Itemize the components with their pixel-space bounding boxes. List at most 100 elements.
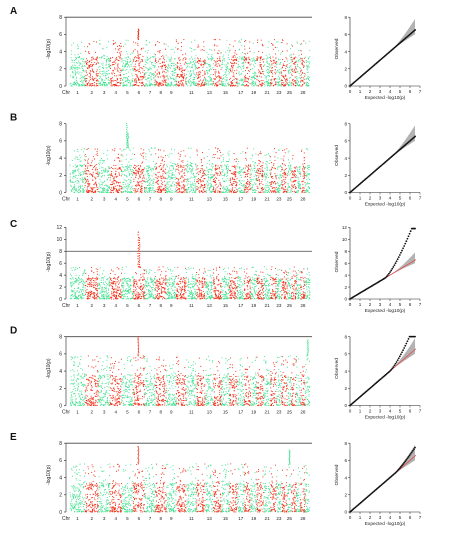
- snp-point: [262, 184, 264, 186]
- snp-point: [92, 171, 94, 173]
- snp-point: [88, 76, 90, 78]
- snp-point: [114, 42, 117, 44]
- snp-point: [178, 165, 180, 167]
- snp-point: [302, 80, 304, 83]
- snp-point: [273, 62, 275, 64]
- snp-point: [147, 172, 149, 174]
- snp-point: [148, 165, 150, 167]
- snp-point: [300, 79, 302, 81]
- snp-point: [235, 185, 238, 187]
- snp-point: [174, 85, 176, 87]
- snp-point: [231, 71, 233, 73]
- snp-point: [177, 42, 179, 44]
- snp-point: [82, 68, 84, 70]
- snp-point: [81, 58, 83, 60]
- snp-point: [122, 78, 124, 80]
- snp-point: [265, 58, 268, 60]
- snp-point: [191, 182, 193, 184]
- snp-point: [243, 85, 245, 87]
- snp-point: [227, 167, 229, 169]
- snp-point: [223, 58, 225, 60]
- snp-point: [136, 74, 138, 76]
- snp-point: [303, 157, 305, 159]
- snp-point: [142, 168, 144, 170]
- snp-point: [266, 166, 268, 169]
- snp-point: [130, 158, 132, 160]
- snp-point: [201, 184, 203, 186]
- snp-point: [192, 61, 194, 63]
- snp-point: [220, 165, 222, 167]
- snp-point: [181, 71, 183, 73]
- snp-point: [271, 66, 274, 69]
- snp-point: [283, 176, 285, 178]
- snp-point: [181, 73, 183, 75]
- snp-point: [189, 156, 191, 158]
- snp-point: [228, 184, 231, 186]
- snp-point: [113, 42, 115, 44]
- snp-point: [72, 189, 74, 191]
- snp-point: [161, 85, 163, 87]
- snp-point: [183, 172, 185, 174]
- snp-point: [157, 81, 159, 83]
- snp-point: [252, 148, 254, 150]
- snp-point: [220, 76, 222, 78]
- snp-point: [82, 180, 84, 182]
- snp-point: [258, 191, 260, 193]
- snp-point: [204, 72, 206, 74]
- snp-point: [77, 71, 79, 73]
- snp-point: [115, 190, 117, 192]
- snp-point: [276, 78, 278, 80]
- snp-point: [289, 71, 291, 73]
- snp-point: [261, 170, 264, 172]
- snp-point: [212, 188, 214, 191]
- snp-point: [236, 183, 238, 185]
- snp-point: [154, 54, 157, 56]
- snp-point: [141, 183, 143, 185]
- snp-point: [82, 172, 84, 174]
- snp-point: [100, 191, 103, 193]
- snp-point: [276, 64, 278, 66]
- snp-point: [268, 189, 270, 191]
- snp-point: [193, 49, 195, 51]
- snp-point: [222, 59, 224, 61]
- snp-point: [70, 184, 72, 186]
- snp-point: [272, 60, 274, 62]
- snp-point: [149, 166, 151, 169]
- snp-point: [164, 64, 166, 67]
- snp-point: [297, 190, 299, 192]
- snp-point: [138, 167, 140, 169]
- snp-point: [107, 189, 110, 192]
- snp-point: [227, 56, 229, 59]
- snp-point: [128, 66, 130, 68]
- snp-point: [120, 75, 122, 77]
- snp-point: [184, 58, 186, 60]
- snp-point: [74, 180, 77, 183]
- snp-point: [241, 169, 243, 171]
- snp-point: [115, 58, 117, 60]
- snp-point: [148, 167, 150, 169]
- snp-point: [175, 76, 177, 78]
- snp-point: [224, 174, 226, 176]
- snp-point: [122, 79, 124, 82]
- snp-point: [153, 67, 155, 69]
- snp-point: [222, 174, 224, 177]
- snp-point: [236, 57, 239, 59]
- snp-point: [120, 42, 122, 45]
- snp-point: [212, 73, 214, 76]
- snp-point: [126, 189, 129, 191]
- snp-point: [275, 61, 277, 64]
- snp-point: [215, 171, 217, 173]
- snp-point: [174, 188, 177, 190]
- snp-point: [250, 180, 252, 182]
- snp-point: [184, 61, 187, 63]
- snp-point: [240, 174, 242, 176]
- snp-point: [247, 52, 249, 54]
- snp-point: [113, 85, 115, 87]
- snp-point: [210, 186, 212, 188]
- snp-point: [154, 166, 156, 168]
- snp-point: [113, 72, 116, 74]
- snp-point: [209, 77, 211, 79]
- snp-point: [105, 64, 107, 66]
- snp-point: [130, 173, 132, 175]
- snp-point: [273, 148, 276, 150]
